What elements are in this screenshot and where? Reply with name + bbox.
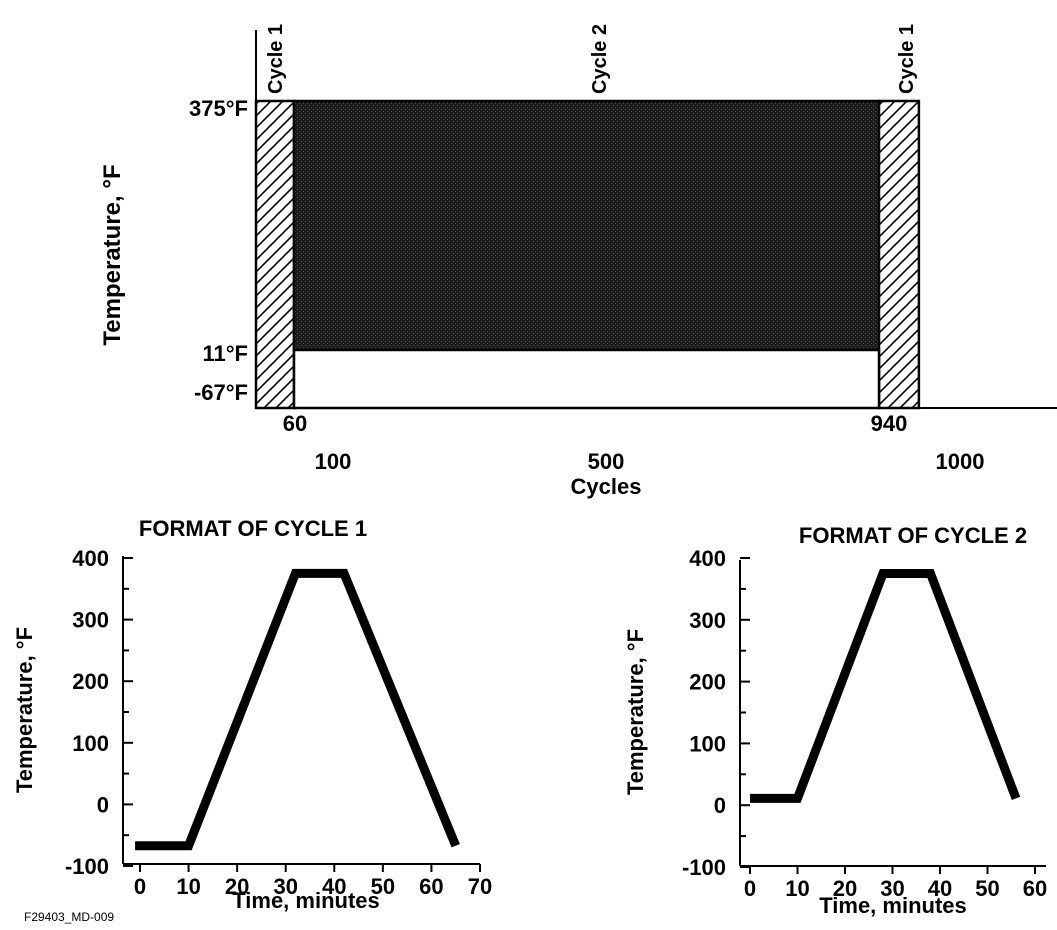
- figure-code: F29403_MD-009: [24, 910, 114, 924]
- cycle2-x-tick-label: 40: [928, 876, 952, 901]
- cycle2-y-tick-label: -100: [682, 855, 726, 880]
- cycle2-y-tick-label: 0: [714, 793, 726, 818]
- region-label-cycle2: Cycle 2: [589, 24, 611, 94]
- cycle1-x-tick-label: 10: [176, 874, 200, 899]
- schedule-chart: 375°F 11°F -67°F 60 940 100 500 1000 Cyc…: [99, 24, 1057, 499]
- cycle1-title: FORMAT OF CYCLE 1: [139, 516, 367, 541]
- cycle1-y-tick-label: 400: [72, 546, 109, 571]
- cycle2-y-tick-label: 200: [689, 670, 726, 695]
- cycle2-y-ticks: -100 0 100 200 300 400: [682, 546, 750, 880]
- cycle1-x-label: Time, minutes: [232, 888, 380, 913]
- cycle2-y-tick-label: 100: [689, 731, 726, 756]
- cycle1-chart: FORMAT OF CYCLE 1 -100 0 100 200 300 400 0 10 2…: [12, 516, 492, 913]
- cycle2-x-tick-label: 0: [744, 876, 756, 901]
- schedule-x-tick-1000: 1000: [936, 449, 985, 474]
- cycle2-title: FORMAT OF CYCLE 2: [799, 523, 1027, 548]
- cycle1-x-tick-label: 70: [468, 874, 492, 899]
- schedule-annotation-940: 940: [871, 411, 908, 436]
- cycle1-y-tick-label: 300: [72, 608, 109, 633]
- schedule-region-low-band: [292, 348, 881, 410]
- cycle1-y-ticks: -100 0 100 200 300 400: [65, 546, 133, 879]
- cycle1-y-label: Temperature, °F: [12, 627, 37, 793]
- cycle2-x-label: Time, minutes: [819, 893, 967, 918]
- schedule-region-2: [292, 99, 881, 352]
- schedule-x-label: Cycles: [571, 474, 642, 499]
- region-label-cycle1-left: Cycle 1: [265, 24, 287, 94]
- cycle2-y-label: Temperature, °F: [623, 629, 648, 795]
- cycle1-x-tick-label: 60: [419, 874, 443, 899]
- cycle2-x-tick-label: 50: [975, 876, 999, 901]
- schedule-region-3: [877, 99, 921, 410]
- schedule-x-tick-100: 100: [315, 449, 352, 474]
- cycle1-series-line: [135, 568, 460, 851]
- schedule-y-tick-11: 11°F: [203, 341, 249, 366]
- cycle2-y-tick-label: 300: [689, 608, 726, 633]
- cycle2-chart: FORMAT OF CYCLE 2 -100 0 100 200 300 400 0 10 2…: [623, 523, 1047, 918]
- cycle2-x-tick-label: 30: [880, 876, 904, 901]
- cycle2-x-tick-label: 10: [785, 876, 809, 901]
- cycle2-x-tick-label: 20: [833, 876, 857, 901]
- cycle1-y-tick-label: -100: [65, 854, 109, 879]
- region-label-cycle1-right: Cycle 1: [896, 24, 918, 94]
- schedule-y-tick-375: 375°F: [189, 96, 248, 121]
- cycle1-y-tick-label: 0: [97, 792, 109, 817]
- cycle1-y-tick-label: 100: [72, 731, 109, 756]
- schedule-regions: [254, 99, 921, 410]
- cycle1-x-tick-label: 40: [322, 874, 346, 899]
- cycle1-x-tick-label: 0: [134, 874, 146, 899]
- schedule-x-tick-500: 500: [588, 449, 625, 474]
- cycle2-x-ticks: 0 10 20 30 40 50 60: [744, 866, 1047, 901]
- schedule-annotation-60: 60: [283, 411, 307, 436]
- schedule-y-label: Temperature, °F: [99, 164, 126, 345]
- schedule-region-1: [254, 99, 296, 410]
- cycle2-x-tick-label: 60: [1023, 876, 1047, 901]
- schedule-y-tick-minus67: -67°F: [194, 380, 248, 405]
- cycle1-x-ticks: 0 10 20 30 40 50 60 70: [134, 864, 492, 899]
- cycle2-series-line: [750, 569, 1021, 803]
- cycle1-y-tick-label: 200: [72, 669, 109, 694]
- cycle1-x-tick-label: 20: [225, 874, 249, 899]
- cycle2-y-tick-label: 400: [689, 546, 726, 571]
- cycle1-x-tick-label: 30: [273, 874, 297, 899]
- cycle1-x-tick-label: 50: [371, 874, 395, 899]
